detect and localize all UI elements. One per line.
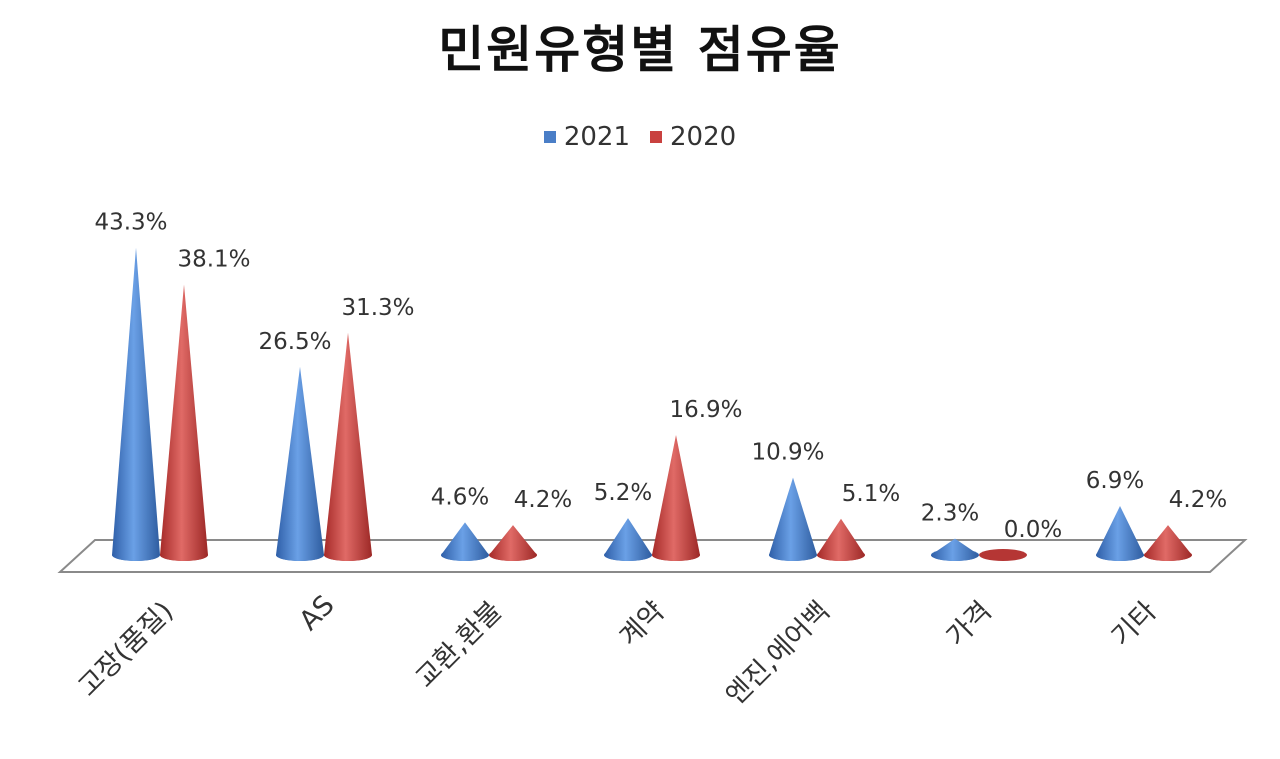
- cone-2021-0: [112, 247, 160, 561]
- cones-layer: [112, 247, 1192, 561]
- legend-label-2021: 2021: [563, 122, 630, 152]
- value-label-2020-1: 31.3%: [341, 295, 414, 321]
- cone-2021-6: [1096, 506, 1144, 561]
- value-label-2020-0: 38.1%: [177, 246, 250, 272]
- value-label-2021-1: 26.5%: [258, 329, 331, 355]
- cone-2020-5: [979, 549, 1027, 561]
- cone-2021-2: [441, 522, 489, 561]
- value-label-2021-3: 5.2%: [594, 480, 652, 506]
- value-label-2021-2: 4.6%: [431, 484, 489, 510]
- value-label-2020-2: 4.2%: [514, 487, 572, 513]
- value-label-2020-3: 16.9%: [669, 397, 742, 423]
- cone-2020-6: [1144, 525, 1192, 561]
- legend: 2021 2020: [0, 122, 1280, 152]
- cone-2020-0: [160, 284, 208, 561]
- chart-title: 민원유형별 점유율: [438, 21, 842, 79]
- cone-2021-4: [769, 477, 817, 561]
- value-label-2021-6: 6.9%: [1086, 468, 1144, 494]
- legend-swatch-2020: [650, 131, 662, 143]
- value-label-2021-0: 43.3%: [94, 210, 167, 236]
- cone-2020-4: [817, 518, 865, 561]
- cone-2020-1: [324, 332, 372, 561]
- value-label-2020-5: 0.0%: [1004, 517, 1062, 543]
- value-label-2020-4: 5.1%: [842, 481, 900, 507]
- legend-label-2020: 2020: [670, 122, 737, 152]
- value-labels-layer: 43.3% 38.1% 26.5% 31.3% 4.6% 4.2% 5.2% 16.9% 10.…: [94, 210, 1227, 543]
- value-label-2020-6: 4.2%: [1169, 487, 1227, 513]
- legend-swatch-2021: [543, 131, 556, 143]
- value-label-2021-4: 10.9%: [751, 440, 824, 466]
- legend-item-2020: 2020: [650, 122, 736, 152]
- cone-2021-3: [604, 518, 652, 561]
- cone-2021-5: [931, 538, 979, 561]
- cone-2020-2: [489, 525, 537, 561]
- value-label-2021-5: 2.3%: [921, 501, 979, 527]
- cone-2021-1: [276, 366, 324, 561]
- legend-item-2021: 2021: [543, 122, 630, 152]
- cone-2020-3: [652, 435, 700, 561]
